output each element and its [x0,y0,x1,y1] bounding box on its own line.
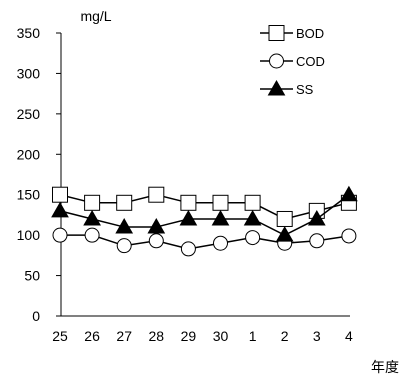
data-point-ss [211,209,230,226]
legend: BOD COD SS [260,25,325,97]
x-axis-ticks: 25 26 27 28 29 30 1 2 3 4 [52,328,353,344]
data-point-cod [116,238,132,254]
x-tick-label: 27 [116,328,132,344]
legend-item-ss: SS [260,79,314,97]
series-ss [51,185,358,242]
legend-marker-cod [269,53,284,69]
data-point-ss [179,209,198,226]
data-point-cod [341,228,357,244]
data-point-bod [212,194,229,211]
legend-marker-ss [267,79,286,96]
x-tick-label: 3 [313,328,321,344]
data-point-ss [83,209,101,226]
data-point-cod [180,241,196,257]
y-unit-label: mg/L [80,8,111,24]
data-point-cod [245,230,261,246]
series-cod [52,227,357,257]
data-point-bod [180,194,197,211]
data-point-cod [148,233,164,249]
series-group [51,185,358,257]
data-point-ss [307,209,326,226]
data-point-ss [51,201,69,218]
data-point-bod [84,194,101,211]
x-axis-title: 年度 [371,360,399,376]
data-point-bod [276,210,293,227]
y-tick-label: 50 [24,268,40,284]
data-point-ss [340,185,358,202]
legend-label-ss: SS [296,82,314,97]
data-point-cod [84,227,100,243]
y-tick-label: 100 [17,227,41,243]
data-point-cod [309,233,325,249]
y-tick-label: 150 [17,187,41,203]
x-tick-label: 1 [249,328,257,344]
x-tick-label: 25 [52,328,68,344]
series-line-ss [59,194,350,236]
y-axis-ticks: 0 50 100 150 200 250 300 350 [17,25,61,324]
data-point-ss [115,218,134,234]
series-line-cod [60,234,350,250]
y-tick-label: 300 [17,65,41,81]
data-point-bod [52,186,68,203]
data-point-ss [275,226,294,242]
x-tick-label: 28 [149,328,165,344]
x-tick-label: 2 [281,328,289,344]
data-point-cod [213,235,228,251]
data-point-bod [116,194,133,211]
data-point-bod [244,194,261,211]
legend-item-bod: BOD [260,25,324,41]
x-tick-label: 30 [213,328,229,344]
y-tick-label: 350 [17,25,41,41]
legend-marker-bod [268,25,285,41]
data-point-cod [52,227,68,243]
x-tick-label: 26 [84,328,100,344]
axes [60,33,350,317]
data-point-ss [243,209,262,226]
y-tick-label: 0 [32,308,40,324]
data-point-bod [148,186,165,203]
y-tick-label: 250 [17,106,41,122]
legend-label-cod: COD [296,54,325,69]
x-tick-label: 4 [345,328,353,344]
x-tick-label: 29 [181,328,197,344]
legend-label-bod: BOD [296,26,324,41]
legend-item-cod: COD [260,53,325,69]
series-line-bod [59,193,350,220]
y-tick-label: 200 [17,146,41,162]
data-point-ss [147,218,166,234]
